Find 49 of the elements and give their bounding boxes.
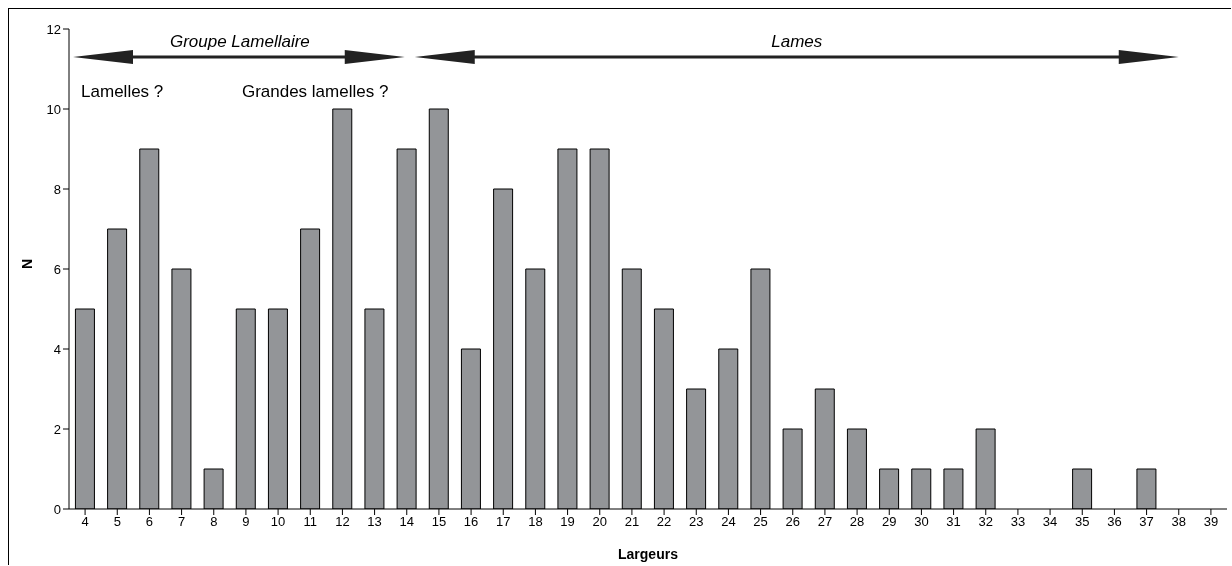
x-tick-label: 25 [753,514,768,530]
x-tick-label: 14 [399,514,414,530]
y-tick-label: 4 [53,341,61,357]
x-tick-label: 5 [113,514,121,530]
x-tick-label: 30 [914,514,929,530]
x-tick-label: 11 [303,514,317,530]
y-tick-label: 10 [46,101,61,117]
y-tick-label: 8 [53,181,61,197]
y-tick-label: 2 [53,421,61,437]
x-tick-label: 21 [624,514,640,530]
x-tick-label: 16 [463,514,479,530]
y-tick-label: 6 [53,261,61,277]
x-tick-label: 35 [1075,514,1090,530]
x-axis-title: Largeurs [618,546,679,562]
x-tick-label: 39 [1203,514,1219,530]
x-tick-label: 8 [210,514,218,530]
x-tick-label: 13 [367,514,382,530]
y-tick-label: 12 [46,21,61,37]
x-tick-label: 23 [689,514,704,530]
annotation: Grandes lamelles ? [241,82,389,101]
y-tick-label: 0 [53,501,61,517]
x-tick-label: 9 [242,514,250,530]
x-tick-label: 37 [1139,514,1154,530]
y-axis-title: N [18,258,35,269]
x-tick-label: 32 [978,514,993,530]
x-tick-label: 29 [882,514,897,530]
annotation: Lames [771,32,823,51]
x-tick-label: 28 [849,514,865,530]
x-tick-label: 12 [335,514,350,530]
x-tick-label: 26 [785,514,800,530]
x-tick-label: 34 [1042,514,1058,530]
x-tick-label: 18 [528,514,543,530]
x-tick-label: 4 [81,514,89,530]
x-tick-label: 17 [496,514,511,530]
x-tick-label: 36 [1107,514,1122,530]
x-tick-label: 7 [177,514,186,530]
x-tick-label: 24 [721,514,736,530]
x-tick-label: 38 [1171,514,1186,530]
x-tick-label: 20 [592,514,607,530]
x-tick-label: 27 [817,514,833,530]
x-tick-label: 31 [946,514,961,530]
annotation: Groupe Lamellaire [169,32,310,51]
x-tick-label: 6 [145,514,154,530]
x-tick-label: 15 [431,514,447,530]
x-tick-label: 10 [270,514,286,530]
annotation: Lamelles ? [81,82,164,101]
x-tick-label: 19 [560,514,575,530]
x-tick-label: 33 [1010,514,1026,530]
x-tick-label: 22 [656,514,672,530]
